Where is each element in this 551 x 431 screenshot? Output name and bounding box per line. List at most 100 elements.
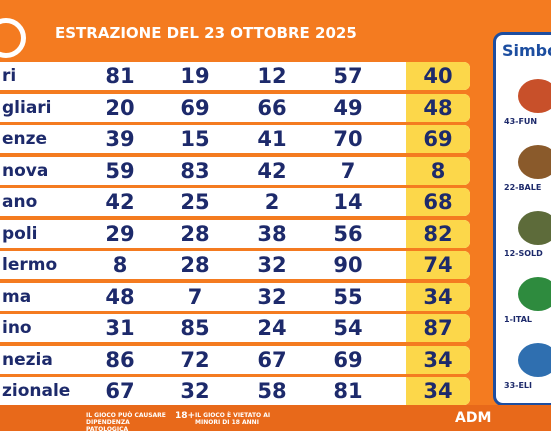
drawn-number: 34 [423,347,453,372]
drawn-number: 12 [257,64,287,88]
drawn-number: 39 [105,127,135,151]
side-panel: Simbo 43-FUN 22-BALE 12-SOLD 1-ITAL 33-ELI [493,32,551,406]
drawn-number: 55 [333,284,363,309]
highlight-cell [406,156,470,185]
drawn-number: 69 [180,95,210,120]
drawn-number: 74 [423,253,453,277]
drawn-number: 25 [180,190,210,214]
drawn-number: 31 [105,316,135,340]
drawn-number: 38 [257,221,287,246]
drawn-number: 2 [264,190,280,214]
title: ESTRAZIONE DEL 23 OTTOBRE 2025 [55,24,357,42]
highlight-cell [406,62,470,90]
highlight-cell [406,125,470,153]
drawn-number: 70 [333,127,363,151]
drawn-number: 59 [105,158,135,183]
symbol-icon [518,145,551,179]
highlight-cell [406,314,470,342]
highlight-cell [406,377,470,405]
drawn-number: 68 [423,190,453,214]
drawn-number: 69 [333,347,363,372]
footer-minors: IL GIOCO È VIETATO AI MINORI DI 18 ANNI [195,412,271,426]
city-name: nova [2,160,49,181]
drawn-number: 8 [430,158,446,183]
footer-age: 18+ [175,411,196,421]
result-row: gliari 20 69 66 49 48 [0,93,470,122]
result-row: zionale 67 32 58 81 34 [0,377,470,405]
drawn-number: 48 [105,284,135,309]
city-name: ino [2,318,32,338]
drawn-number: 57 [333,64,363,88]
footer-brand: ADM [455,410,492,426]
drawn-number: 85 [180,316,210,340]
drawn-number: 56 [333,221,363,246]
drawn-number: 20 [105,95,135,120]
symbol-label: 43-FUN [504,117,538,126]
drawn-number: 67 [257,347,287,372]
city-name: ri [2,66,17,86]
drawn-number: 7 [187,284,203,309]
drawn-number: 82 [423,221,453,246]
drawn-number: 81 [105,64,135,88]
drawn-number: 32 [180,379,210,403]
highlight-cell [406,345,470,374]
drawn-number: 19 [180,64,210,88]
symbol-label: 22-BALE [504,183,542,192]
drawn-number: 58 [257,379,287,403]
result-row: ri 81 19 12 57 40 [0,62,470,90]
symbol-icon [518,211,551,245]
result-row: ino 31 85 24 54 87 [0,314,470,342]
drawn-number: 81 [333,379,363,403]
drawn-number: 28 [180,221,210,246]
drawn-number: 14 [333,190,363,214]
drawn-number: 7 [340,158,356,183]
city-name: poli [2,223,38,244]
city-name: zionale [2,381,71,401]
highlight-cell [406,251,470,279]
drawn-number: 54 [333,316,363,340]
drawn-number: 67 [105,379,135,403]
drawn-number: 42 [105,190,135,214]
symbol-icon [518,79,551,113]
city-name: lermo [2,255,58,275]
drawn-number: 8 [112,253,128,277]
logo [0,18,26,58]
symbol-icon [518,277,551,311]
drawn-number: 72 [180,347,210,372]
drawn-number: 83 [180,158,210,183]
drawn-number: 28 [180,253,210,277]
result-row: enze 39 15 41 70 69 [0,125,470,153]
drawn-number: 34 [423,284,453,309]
drawn-number: 29 [105,221,135,246]
drawn-number: 49 [333,95,363,120]
highlight-cell [406,219,470,248]
drawn-number: 24 [257,316,287,340]
drawn-number: 15 [180,127,210,151]
drawn-number: 42 [257,158,287,183]
result-row: ano 42 25 2 14 68 [0,188,470,216]
drawn-number: 32 [257,253,287,277]
city-name: enze [2,129,48,149]
drawn-number: 66 [257,95,287,120]
drawn-number: 87 [423,316,453,340]
city-name: ano [2,192,38,212]
highlight-cell [406,282,470,311]
city-name: gliari [2,97,52,118]
drawn-number: 32 [257,284,287,309]
drawn-number: 34 [423,379,453,403]
result-row: nezia 86 72 67 69 34 [0,345,470,374]
drawn-number: 40 [423,64,453,88]
symbol-label: 1-ITAL [504,315,532,324]
result-row: nova 59 83 42 7 8 [0,156,470,185]
symbol-label: 12-SOLD [504,249,543,258]
city-name: ma [2,286,32,307]
city-name: nezia [2,349,53,370]
highlight-cell [406,188,470,216]
result-row: lermo 8 28 32 90 74 [0,251,470,279]
side-title: Simbo [502,41,551,60]
footer: IL GIOCO PUÒ CAUSARE DIPENDENZA PATOLOGI… [0,405,551,431]
result-row: ma 48 7 32 55 34 [0,282,470,311]
symbol-label: 33-ELI [504,381,532,390]
drawn-number: 41 [257,127,287,151]
